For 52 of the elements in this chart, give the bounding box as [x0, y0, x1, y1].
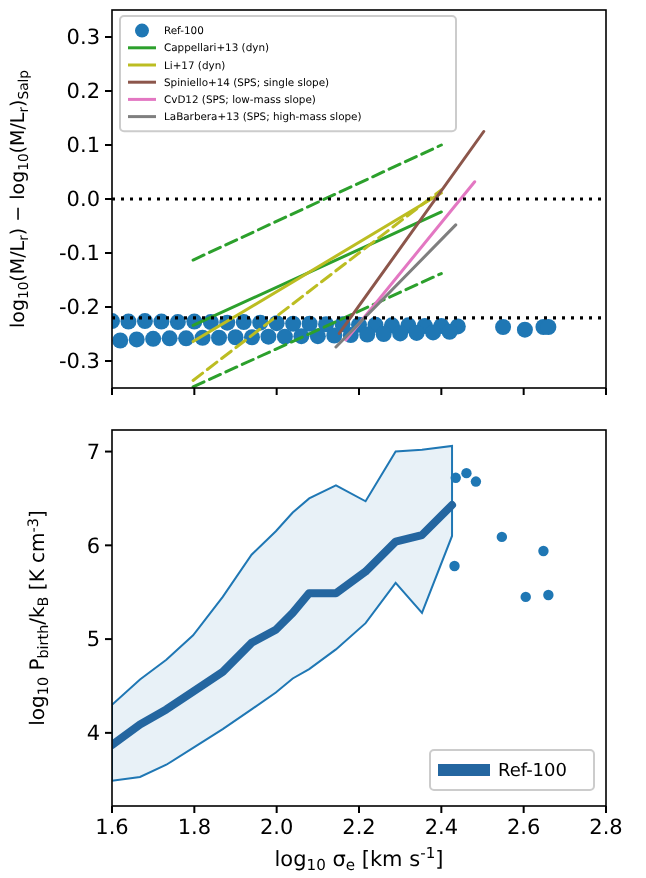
x-tick-label: 2.2: [342, 816, 376, 840]
x-tick-label: 1.6: [95, 816, 130, 840]
point: [136, 313, 153, 330]
point: [516, 321, 533, 338]
y-tick-label: 0.3: [66, 26, 100, 51]
y-tick-label: -0.1: [59, 242, 100, 267]
point: [461, 467, 472, 479]
point: [285, 315, 302, 332]
y-tick-label: 4: [86, 722, 101, 747]
point: [359, 326, 376, 343]
point: [128, 331, 145, 348]
y-tick-label: 6: [86, 534, 101, 559]
y-tick-label: -0.3: [59, 350, 100, 375]
x-tick-label: 2.4: [424, 816, 459, 840]
point: [470, 476, 482, 487]
y-tick-label: 7: [86, 440, 100, 465]
point: [449, 560, 460, 572]
point: [235, 314, 252, 331]
point: [496, 531, 508, 543]
y-tick-label: 5: [86, 628, 100, 653]
point: [112, 332, 129, 349]
x-tick-label: 1.8: [177, 816, 212, 840]
point: [276, 328, 293, 345]
point: [145, 330, 162, 347]
x-tick-label: 2.0: [259, 816, 294, 840]
point: [301, 315, 318, 332]
point: [543, 589, 554, 601]
point: [169, 314, 186, 331]
x-tick-label: 2.6: [506, 816, 541, 840]
point: [375, 326, 392, 342]
y-tick-label: 0.2: [66, 80, 100, 105]
point: [408, 324, 425, 341]
y-tick-label: -0.2: [59, 296, 100, 321]
point: [326, 327, 343, 344]
point: [178, 330, 195, 347]
point: [260, 328, 277, 345]
point: [392, 325, 409, 342]
line-series: [112, 501, 457, 750]
point: [211, 329, 228, 346]
legend-label: Ref-100: [498, 762, 568, 783]
y-tick-label: 0.1: [66, 134, 100, 159]
point: [450, 472, 461, 484]
point: [425, 324, 442, 341]
point: [520, 591, 531, 603]
x-axis-title: log$_{10}$ σ$_{e}$ [km s$^{-1}$]: [274, 844, 444, 874]
x-tick-label: 2.8: [589, 816, 623, 840]
point: [495, 318, 512, 335]
point: [227, 329, 244, 346]
point: [161, 330, 178, 347]
point: [538, 545, 549, 557]
y-tick-label: 0.0: [66, 188, 100, 213]
point: [441, 323, 458, 340]
